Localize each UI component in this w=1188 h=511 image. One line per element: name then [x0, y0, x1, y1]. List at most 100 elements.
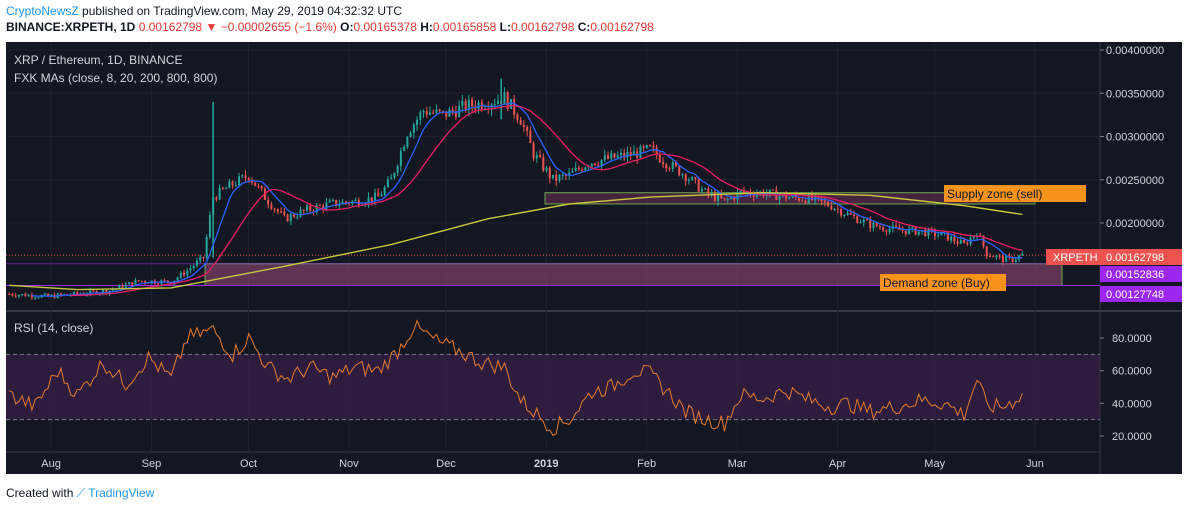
candle-body	[882, 227, 885, 231]
candle-body	[717, 194, 720, 202]
candle-body	[687, 179, 690, 181]
candle-body	[691, 177, 694, 180]
candle-body	[752, 194, 755, 197]
candle-body	[940, 232, 943, 236]
candle-body	[733, 197, 736, 200]
candle-body	[111, 289, 114, 291]
candle-body	[590, 163, 593, 167]
candle-body	[642, 146, 645, 148]
open-label: O:	[340, 20, 354, 34]
candle-body	[331, 199, 334, 201]
candle-body	[325, 202, 328, 210]
candle-body	[674, 162, 677, 166]
candle-body	[548, 167, 551, 179]
candle-body	[791, 194, 794, 198]
zone-bottom-badge	[1100, 286, 1182, 302]
rsi-legend: RSI (14, close)	[14, 321, 93, 335]
candle-body	[183, 272, 186, 276]
tradingview-logo-icon: ⟋	[76, 486, 86, 500]
candle-body	[257, 185, 260, 187]
candle-body	[736, 192, 739, 200]
candle-body	[513, 99, 516, 115]
candle-body	[911, 227, 914, 229]
candle-body	[988, 256, 991, 258]
candle-body	[89, 290, 92, 295]
time-tick-label: Mar	[728, 458, 747, 470]
candle-body	[843, 214, 846, 216]
candle-body	[273, 208, 276, 210]
candle-body	[772, 189, 775, 191]
candle-body	[966, 242, 969, 245]
candle-body	[610, 153, 613, 159]
candle-body	[946, 232, 949, 241]
candle-body	[76, 291, 79, 294]
candle-body	[147, 282, 150, 284]
candle-body	[432, 112, 435, 114]
candle-body	[914, 227, 917, 235]
candle-body	[218, 187, 221, 200]
candle-body	[464, 100, 467, 111]
candle-body	[380, 194, 383, 197]
candle-body	[1001, 255, 1004, 263]
candle-body	[429, 112, 432, 115]
candle-body	[166, 280, 169, 283]
candle-body	[577, 167, 580, 170]
candle-body	[144, 281, 147, 283]
candle-body	[846, 212, 849, 215]
candle-body	[797, 197, 800, 201]
candle-body	[24, 293, 27, 297]
candle-body	[768, 189, 771, 194]
candle-body	[723, 198, 726, 200]
candle-body	[377, 192, 380, 197]
candle-body	[244, 175, 247, 179]
candle-body	[127, 282, 130, 285]
candle-body	[658, 155, 661, 163]
candle-body	[438, 109, 441, 111]
candle-body	[157, 283, 160, 285]
candle-body	[535, 155, 538, 159]
candle-body	[953, 236, 956, 242]
candle-body	[192, 265, 195, 269]
candle-body	[529, 130, 532, 144]
candle-body	[649, 145, 652, 147]
candle-body	[574, 167, 577, 172]
author-link[interactable]: CryptoNewsZ	[6, 4, 79, 18]
zone-top-badge-text: 0.00152836	[1106, 269, 1164, 281]
candle-body	[315, 205, 318, 212]
candle-body	[1011, 256, 1014, 262]
low-value: 0.00162798	[510, 20, 575, 34]
supply-zone-label-box	[944, 185, 1086, 202]
close-value: 0.00162798	[590, 20, 654, 34]
candle-body	[681, 174, 684, 176]
candle-body	[241, 175, 244, 177]
tradingview-link[interactable]: TradingView	[88, 486, 155, 500]
symbol-label: BINANCE:XRPETH, 1D	[6, 20, 136, 34]
candle-body	[742, 190, 745, 193]
candle-body	[849, 212, 852, 215]
rsi-tick-label: 20.0000	[1112, 431, 1152, 443]
candle-body	[678, 165, 681, 176]
candle-body	[840, 209, 843, 216]
candle-body	[639, 146, 642, 158]
candle-body	[526, 126, 529, 131]
candle-body	[341, 201, 344, 205]
time-axis[interactable]	[6, 452, 1100, 474]
candle-body	[885, 230, 888, 233]
candle-body	[503, 92, 506, 104]
candle-body	[43, 293, 46, 296]
rsi-tick-label: 40.0000	[1112, 398, 1152, 410]
candle-body	[804, 200, 807, 204]
candle-body	[493, 104, 496, 106]
candle-body	[467, 99, 470, 111]
candle-body	[726, 198, 729, 200]
candle-body	[286, 214, 289, 222]
candle-body	[652, 145, 655, 148]
candle-body	[199, 256, 202, 261]
publish-line: CryptoNewsZ published on TradingView.com…	[6, 4, 402, 18]
candle-body	[998, 255, 1001, 257]
time-tick-label: Dec	[436, 458, 456, 470]
candle-body	[713, 192, 716, 202]
candle-body	[134, 280, 137, 286]
candle-body	[856, 216, 859, 223]
